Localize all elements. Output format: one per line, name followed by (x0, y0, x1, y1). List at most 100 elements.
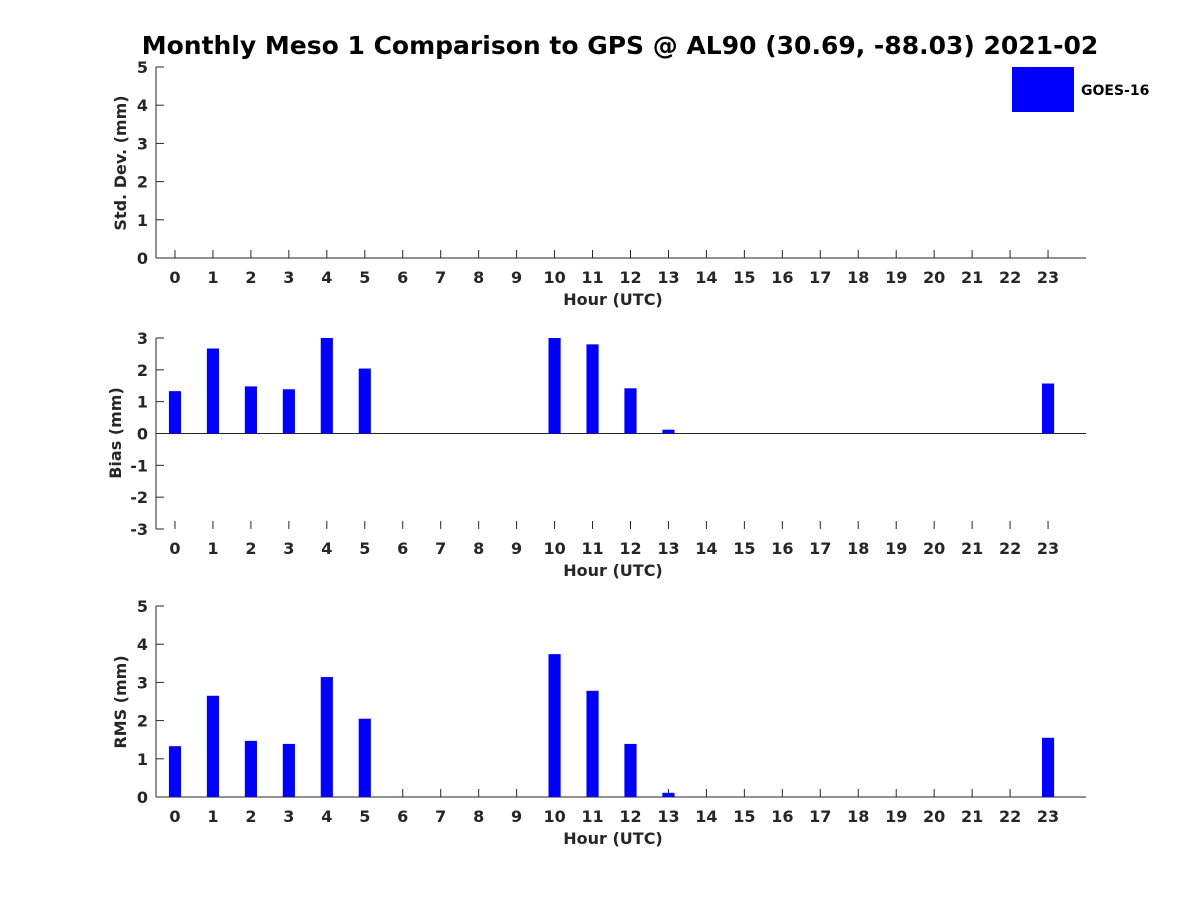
bar (586, 690, 599, 797)
y-tick-label: -1 (130, 456, 148, 475)
y-tick-label: 1 (137, 750, 148, 769)
x-tick-label: 16 (771, 539, 793, 558)
x-tick-label: 17 (809, 268, 831, 287)
x-tick-label: 11 (581, 268, 603, 287)
x-tick-label: 10 (543, 539, 565, 558)
x-tick-label: 7 (435, 268, 446, 287)
bar (282, 389, 295, 434)
y-tick-label: 0 (137, 249, 148, 268)
x-tick-label: 3 (283, 539, 294, 558)
bar (624, 388, 637, 434)
y-tick-label: 0 (137, 788, 148, 807)
x-tick-label: 20 (923, 539, 945, 558)
bar (662, 429, 675, 434)
x-tick-label: 12 (619, 268, 641, 287)
x-tick-label: 19 (885, 268, 907, 287)
x-tick-label: 22 (999, 807, 1021, 826)
x-tick-label: 20 (923, 268, 945, 287)
x-axis-label: Hour (UTC) (563, 829, 663, 848)
x-tick-label: 7 (435, 807, 446, 826)
x-tick-label: 9 (511, 268, 522, 287)
x-tick-label: 17 (809, 539, 831, 558)
x-tick-label: 12 (619, 807, 641, 826)
y-tick-label: 5 (137, 58, 148, 77)
bar (244, 740, 257, 797)
y-tick-label: 3 (137, 673, 148, 692)
bar (168, 746, 182, 797)
bar (624, 743, 637, 797)
x-tick-label: 10 (543, 268, 565, 287)
bar (358, 718, 371, 797)
y-tick-label: 3 (137, 329, 148, 348)
x-tick-label: 5 (359, 268, 370, 287)
x-axis-label: Hour (UTC) (563, 561, 663, 580)
y-tick-label: 1 (137, 393, 148, 412)
x-tick-label: 3 (283, 807, 294, 826)
x-tick-label: 20 (923, 807, 945, 826)
x-tick-label: 3 (283, 268, 294, 287)
x-tick-label: 9 (511, 807, 522, 826)
x-tick-label: 13 (657, 807, 679, 826)
x-tick-label: 6 (397, 539, 408, 558)
x-tick-label: 7 (435, 539, 446, 558)
y-axis-label: Bias (mm) (106, 387, 125, 479)
y-tick-label: -3 (130, 520, 148, 539)
x-tick-label: 13 (657, 268, 679, 287)
x-tick-label: 5 (359, 539, 370, 558)
x-tick-label: 14 (695, 268, 717, 287)
x-tick-label: 1 (207, 539, 218, 558)
x-tick-label: 9 (511, 539, 522, 558)
bar (206, 348, 220, 434)
x-tick-label: 5 (359, 807, 370, 826)
x-tick-label: 8 (473, 807, 484, 826)
x-tick-label: 8 (473, 268, 484, 287)
x-tick-label: 21 (961, 807, 983, 826)
x-tick-label: 13 (657, 539, 679, 558)
x-tick-label: 11 (581, 539, 603, 558)
x-axis-label: Hour (UTC) (563, 290, 663, 309)
x-tick-label: 18 (847, 539, 869, 558)
x-tick-label: 12 (619, 539, 641, 558)
x-tick-label: 2 (245, 539, 256, 558)
x-tick-label: 15 (733, 268, 755, 287)
x-tick-label: 16 (771, 807, 793, 826)
x-tick-label: 14 (695, 807, 717, 826)
bar (282, 743, 295, 797)
bar (1041, 737, 1055, 797)
bar (586, 344, 599, 434)
x-tick-label: 19 (885, 807, 907, 826)
y-tick-label: 3 (137, 134, 148, 153)
x-tick-label: 4 (321, 807, 332, 826)
y-tick-label: 2 (137, 173, 148, 192)
bar (1041, 383, 1055, 434)
y-tick-label: 4 (137, 96, 148, 115)
x-tick-label: 21 (961, 539, 983, 558)
x-tick-label: 4 (321, 268, 332, 287)
x-tick-label: 0 (169, 539, 180, 558)
bar (206, 695, 220, 797)
y-tick-label: 5 (137, 597, 148, 616)
x-tick-label: 1 (207, 268, 218, 287)
legend: GOES-16 (1012, 67, 1149, 112)
y-axis-label: RMS (mm) (111, 655, 130, 748)
y-tick-label: 4 (137, 635, 148, 654)
x-tick-label: 22 (999, 539, 1021, 558)
y-tick-label: -2 (130, 488, 148, 507)
bar (548, 654, 561, 797)
x-tick-label: 2 (245, 268, 256, 287)
x-tick-label: 0 (169, 268, 180, 287)
x-tick-label: 16 (771, 268, 793, 287)
x-tick-label: 22 (999, 268, 1021, 287)
bar (358, 368, 371, 434)
y-axis-label: Std. Dev. (mm) (111, 95, 130, 230)
x-tick-label: 14 (695, 539, 717, 558)
bar (548, 338, 561, 434)
x-tick-label: 10 (543, 807, 565, 826)
x-tick-label: 18 (847, 268, 869, 287)
x-tick-label: 4 (321, 539, 332, 558)
x-tick-label: 0 (169, 807, 180, 826)
x-tick-label: 23 (1037, 268, 1059, 287)
